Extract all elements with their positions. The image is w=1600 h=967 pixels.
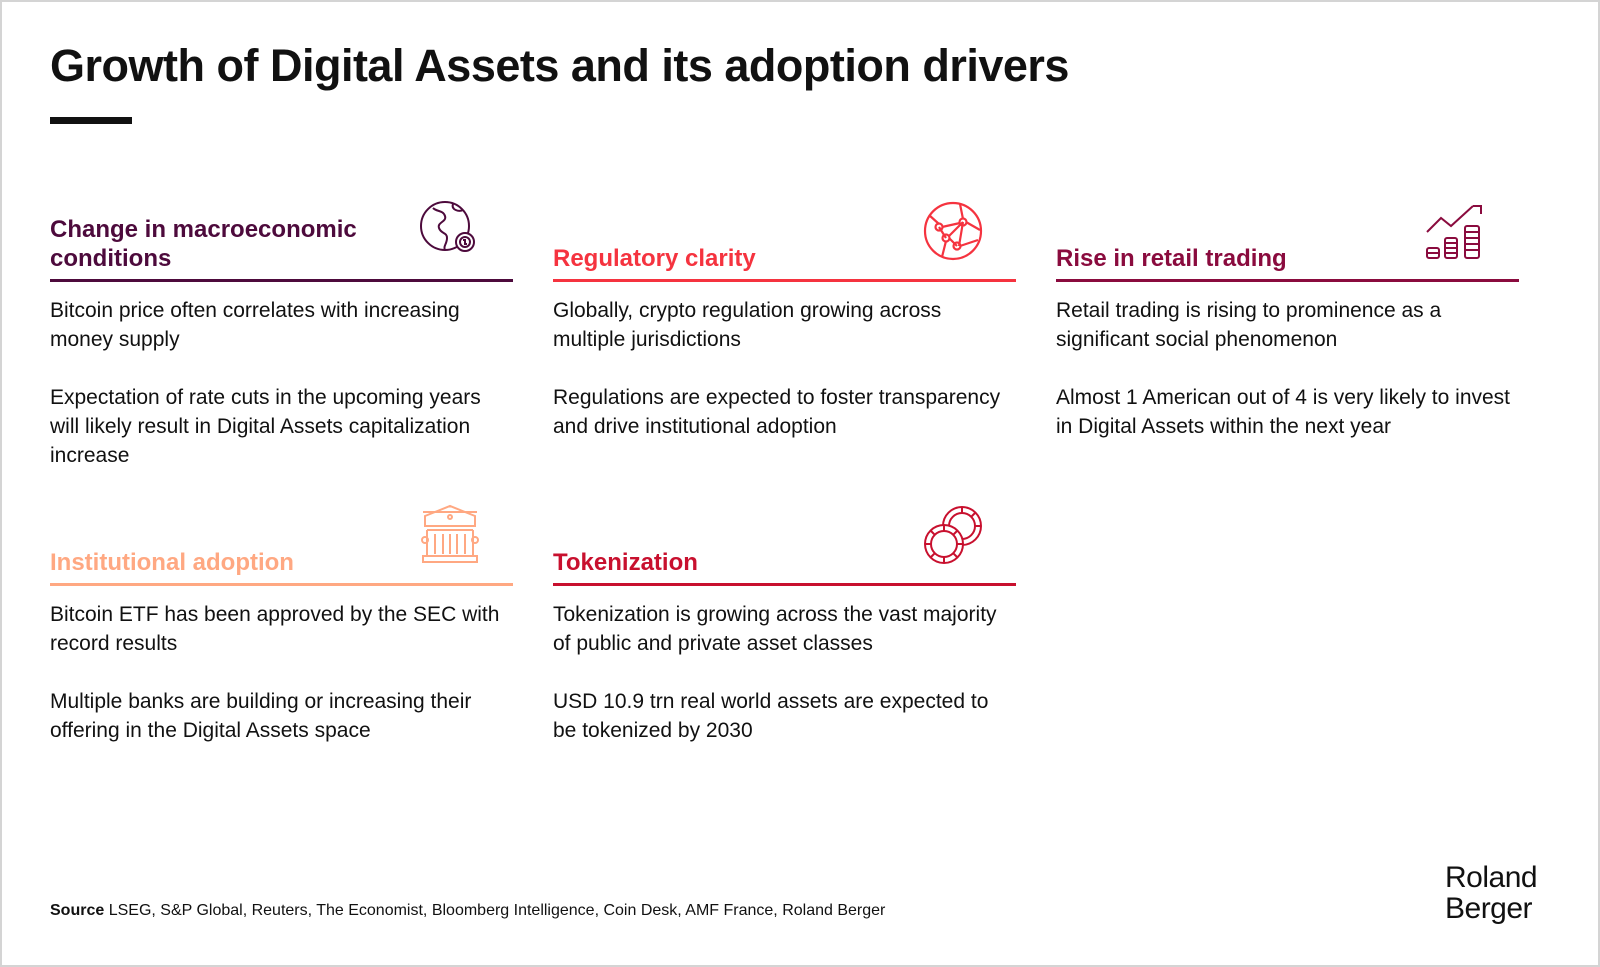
card-paragraph: Retail trading is rising to prominence a… [1056,299,1442,351]
card-paragraph: Bitcoin ETF has been approved by the SEC… [50,603,500,655]
title-underline [50,117,132,124]
network-globe-icon [923,201,983,261]
card-tokenization: Tokenization Tokenization is growing acr… [553,504,1016,745]
card-paragraph: Multiple banks are building or increasin… [50,690,472,742]
card-paragraph: Regulations are expected to foster trans… [553,386,1001,438]
roland-berger-logo: Roland Berger [1445,861,1538,925]
card-heading: Institutional adoption [50,549,294,576]
card-paragraph: Expectation of rate cuts in the upcoming… [50,386,481,467]
card-paragraph: Bitcoin price often correlates with incr… [50,299,460,351]
card-retail: Rise in retail trading Retail trading is… [1056,200,1519,441]
bank-building-icon [421,504,479,563]
card-paragraph: Almost 1 American out of 4 is very likel… [1056,386,1511,438]
card-heading: Rise in retail trading [1056,245,1287,272]
card-institutional: Institutional adoption Bitcoin ETF has b… [50,504,513,745]
card-heading: Regulatory clarity [553,245,756,272]
logo-line: Roland [1445,861,1538,894]
card-macroeconomic: Change in macroeconomic conditions Bitco… [50,200,513,470]
card-paragraph: USD 10.9 trn real world assets are expec… [553,690,989,742]
source-label: Source [50,902,105,919]
card-heading: Change in macroeconomic conditions [50,216,357,272]
source-text: LSEG, S&P Global, Reuters, The Economist… [104,902,886,919]
globe-dollar-gear-icon [420,201,475,252]
card-regulatory: Regulatory clarity Globally, crypto regu… [553,200,1016,441]
logo-line: Berger [1445,892,1533,925]
source-note: Source LSEG, S&P Global, Reuters, The Ec… [50,902,885,920]
chart-coins-rising-icon [1426,205,1482,259]
card-paragraph: Globally, crypto regulation growing acro… [553,299,942,351]
card-paragraph: Tokenization is growing across the vast … [553,603,997,655]
tokens-icon [924,506,982,564]
card-heading: Tokenization [553,549,698,576]
page-title: Growth of Digital Assets and its adoptio… [50,40,1069,91]
